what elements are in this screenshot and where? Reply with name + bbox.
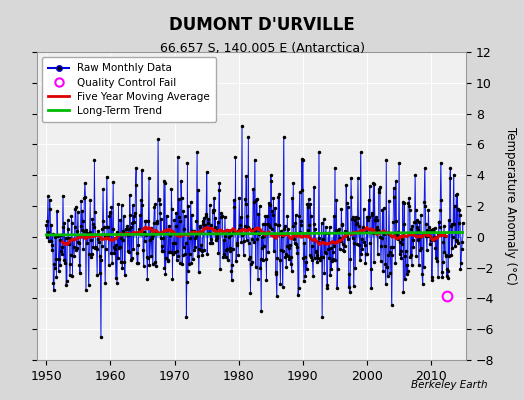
Legend: Raw Monthly Data, Quality Control Fail, Five Year Moving Average, Long-Term Tren: Raw Monthly Data, Quality Control Fail, … <box>42 57 216 122</box>
Y-axis label: Temperature Anomaly (°C): Temperature Anomaly (°C) <box>504 127 517 285</box>
Text: DUMONT D'URVILLE: DUMONT D'URVILLE <box>169 16 355 34</box>
Text: 66.657 S, 140.005 E (Antarctica): 66.657 S, 140.005 E (Antarctica) <box>159 42 365 55</box>
Text: Berkeley Earth: Berkeley Earth <box>411 380 487 390</box>
